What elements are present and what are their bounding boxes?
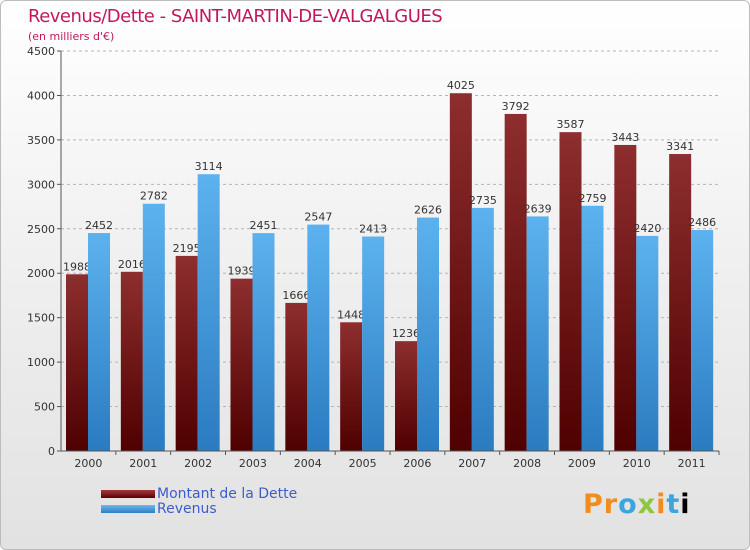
bar-revenue-2005 (362, 236, 385, 451)
bar-debt-2011 (669, 154, 692, 451)
y-tick-label: 0 (48, 445, 55, 458)
data-label-debt-2010: 3443 (611, 131, 639, 144)
logo-letter: t (666, 489, 681, 520)
data-label-revenue-2006: 2626 (414, 204, 442, 217)
bar-revenue-2011 (691, 230, 714, 451)
bar-debt-2002 (175, 255, 198, 451)
data-label-revenue-2008: 2639 (524, 202, 552, 215)
axis-layer: 0 500 1000 1500 2000 2500 3000 3500 4000 4500 2000… (27, 45, 720, 470)
bar-debt-2000 (66, 274, 88, 451)
x-tick-label: 2008 (513, 457, 541, 470)
y-tick-label: 2000 (27, 267, 55, 280)
data-label-debt-2009: 3587 (557, 118, 585, 131)
data-label-revenue-2005: 2413 (359, 223, 387, 236)
bar-revenue-2007 (471, 207, 494, 451)
x-tick-label: 2003 (239, 457, 267, 470)
data-label-revenue-2000: 2452 (85, 219, 113, 232)
data-label-revenue-2009: 2759 (579, 192, 607, 205)
x-tick-label: 2001 (129, 457, 157, 470)
x-tick-label: 2004 (294, 457, 322, 470)
bar-debt-2008 (504, 113, 527, 451)
x-tick-label: 2005 (349, 457, 377, 470)
data-label-revenue-2002: 3114 (195, 160, 223, 173)
logo-letter: P (583, 489, 604, 520)
bar-revenue-2009 (581, 205, 604, 451)
data-label-debt-2007: 4025 (447, 79, 475, 92)
bar-debt-2004 (285, 302, 308, 451)
bars-layer: 1988 2452 2016 2782 2195 3114 1939 2451 1666 2547… (63, 79, 716, 451)
data-label-revenue-2011: 2486 (688, 216, 716, 229)
logo-letter: x (637, 489, 657, 520)
x-tick-label: 2011 (678, 457, 706, 470)
data-label-debt-2011: 3341 (666, 140, 694, 153)
data-label-debt-2000: 1988 (63, 260, 91, 273)
y-tick-label: 3000 (27, 178, 55, 191)
bar-revenue-2010 (636, 235, 659, 451)
bar-debt-2003 (230, 278, 253, 451)
bar-revenue-2001 (142, 203, 165, 451)
proxiti-logo: Proxiti (583, 489, 691, 520)
x-tick-label: 2006 (403, 457, 431, 470)
bar-debt-2009 (559, 132, 582, 451)
data-label-revenue-2007: 2735 (469, 194, 497, 207)
data-label-debt-2001: 2016 (118, 258, 146, 271)
x-tick-label: 2002 (184, 457, 212, 470)
x-tick-label: 2007 (458, 457, 486, 470)
bar-revenue-2006 (417, 217, 439, 451)
x-tick-label: 2009 (568, 457, 596, 470)
bar-debt-2001 (120, 271, 143, 451)
chart-title: Revenus/Dette - SAINT-MARTIN-DE-VALGALGU… (28, 6, 443, 27)
chart-subtitle: (en milliers d'€) (28, 30, 115, 43)
bar-revenue-2000 (88, 233, 110, 451)
data-label-revenue-2004: 2547 (304, 211, 332, 224)
y-tick-label: 2500 (27, 223, 55, 236)
bar-revenue-2003 (252, 233, 275, 451)
y-tick-label: 3500 (27, 134, 55, 147)
data-label-debt-2006: 1236 (392, 327, 420, 340)
legend-swatch-debt (101, 490, 155, 498)
x-tick-label: 2000 (74, 457, 102, 470)
y-tick-label: 4500 (27, 45, 55, 58)
data-label-revenue-2010: 2420 (633, 222, 661, 235)
bar-revenue-2008 (526, 216, 549, 451)
bar-revenue-2002 (197, 174, 220, 451)
logo-letter: i (656, 489, 667, 520)
y-tick-label: 500 (34, 401, 55, 414)
data-label-debt-2008: 3792 (502, 100, 530, 113)
data-label-revenue-2001: 2782 (140, 190, 168, 203)
logo-letter: r (603, 489, 619, 520)
logo-letter: o (618, 489, 638, 520)
y-tick-label: 1500 (27, 312, 55, 325)
legend-swatch-revenue (101, 505, 155, 513)
bar-revenue-2004 (307, 224, 330, 451)
y-tick-label: 1000 (27, 356, 55, 369)
bar-debt-2007 (449, 93, 472, 451)
grid-layer (61, 50, 719, 452)
bar-debt-2006 (395, 341, 417, 451)
bar-debt-2005 (340, 322, 363, 451)
data-label-debt-2003: 1939 (228, 265, 256, 278)
data-label-debt-2005: 1448 (337, 308, 365, 321)
data-label-debt-2004: 1666 (282, 289, 310, 302)
x-tick-label: 2010 (623, 457, 651, 470)
data-label-debt-2002: 2195 (173, 242, 201, 255)
legend-label-debt: Montant de la Dette (157, 486, 298, 502)
bar-debt-2010 (614, 144, 637, 451)
logo-letter: i (680, 489, 691, 520)
legend-label-revenue: Revenus (157, 501, 217, 517)
y-tick-label: 4000 (27, 89, 55, 102)
data-label-revenue-2003: 2451 (250, 219, 278, 232)
